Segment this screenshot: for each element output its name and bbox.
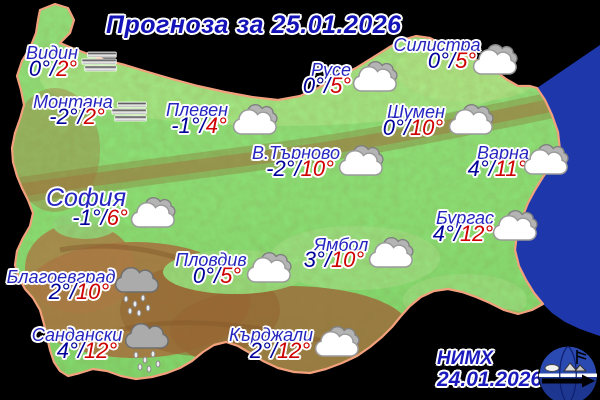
footer: НИМХ 24.01.2026	[437, 349, 542, 390]
city-temperature: 0°/2°	[29, 58, 77, 80]
temp-min: 4°	[432, 221, 454, 246]
temp-max: 5°	[455, 48, 477, 73]
cloudy-icon	[472, 43, 518, 75]
temp-separator: /	[77, 104, 84, 129]
city-label: Силистра	[393, 35, 481, 55]
city-temperature: 3°/10°	[304, 249, 364, 271]
cloudy-icon	[492, 209, 538, 241]
city-label: Видин	[26, 43, 78, 63]
temp-min: -2°	[49, 104, 78, 129]
forecast-title: Прогноза за 25.01.2026	[106, 11, 402, 39]
city-label: Благоевград	[6, 267, 116, 287]
temp-max: 6°	[106, 205, 128, 230]
cloudy-icon	[314, 325, 360, 357]
temp-min: 4°	[56, 338, 78, 363]
temp-separator: /	[448, 48, 456, 73]
fog-icon	[81, 51, 117, 72]
country-border	[10, 2, 562, 381]
temp-separator: /	[294, 156, 301, 181]
city-temperature: 4°/11°	[468, 158, 527, 180]
city-label: Плевен	[165, 100, 229, 120]
temp-min: 0°	[192, 263, 214, 288]
temp-separator: /	[199, 113, 206, 138]
cloudy-icon	[338, 144, 384, 176]
temp-separator: /	[77, 338, 84, 363]
org-name: НИМХ	[437, 348, 493, 369]
temp-max: 4°	[205, 113, 227, 138]
city-temperature: 4°/12°	[433, 223, 493, 245]
city-temperature: 0°/5°	[428, 50, 476, 72]
black-sea	[515, 45, 600, 336]
temp-min: 0°	[382, 115, 404, 140]
issue-date: 24.01.2026	[437, 368, 543, 391]
temp-min: 0°	[302, 73, 324, 98]
city-temperature: 2°/10°	[49, 281, 109, 303]
temp-min: -1°	[72, 205, 101, 230]
temp-max: 12°	[459, 221, 494, 246]
city-label: Шумен	[387, 102, 445, 122]
temp-min: 3°	[303, 247, 325, 272]
city-temperature: -2°/2°	[49, 106, 105, 128]
temp-min: 4°	[467, 156, 489, 181]
temp-separator: /	[403, 115, 410, 140]
cloudy-icon	[368, 236, 414, 268]
temp-max: 5°	[330, 73, 352, 98]
temp-separator: /	[324, 247, 331, 272]
cloudy-icon	[232, 103, 278, 135]
temp-max: 11°	[494, 156, 527, 181]
temp-separator: /	[213, 263, 221, 288]
temp-separator: /	[453, 221, 460, 246]
city-temperature: 4°/12°	[57, 340, 117, 362]
temp-min: -1°	[171, 113, 200, 138]
city-temperature: 0°/10°	[383, 117, 443, 139]
cloudy-icon	[130, 196, 176, 228]
city-label: В.Търново	[251, 143, 341, 163]
temp-separator: /	[323, 73, 331, 98]
city-label: Русе	[310, 60, 352, 80]
temp-min: 2°	[249, 338, 271, 363]
city-label: София	[45, 184, 127, 212]
temp-separator: /	[69, 279, 76, 304]
temp-min: -2°	[266, 156, 295, 181]
city-temperature: -2°/10°	[266, 158, 334, 180]
cloudy-icon	[246, 251, 292, 283]
city-temperature: 2°/12°	[250, 340, 310, 362]
temp-max: 5°	[220, 263, 242, 288]
temp-separator: /	[488, 156, 495, 181]
city-temperature: 0°/5°	[303, 75, 351, 97]
temp-separator: /	[100, 205, 107, 230]
city-temperature: -1°/6°	[72, 207, 128, 229]
temp-max: 2°	[56, 56, 78, 81]
city-label: Пловдив	[175, 250, 247, 270]
city-label: Варна	[477, 143, 529, 163]
city-temperature: 0°/5°	[193, 265, 241, 287]
temp-max: 2°	[83, 104, 105, 129]
cloudy-icon	[352, 60, 398, 92]
temp-min: 2°	[48, 279, 70, 304]
city-label: Сандански	[31, 325, 123, 345]
rain-icon	[124, 323, 169, 373]
city-label: Бургас	[435, 208, 495, 228]
city-temperature: -1°/4°	[171, 115, 227, 137]
city-label: Ямбол	[313, 235, 369, 255]
fog-icon	[111, 101, 147, 122]
temp-max: 12°	[83, 338, 118, 363]
cloudy-icon	[448, 103, 494, 135]
temp-max: 10°	[75, 279, 110, 304]
nimh-logo-icon	[538, 345, 598, 400]
temp-min: 0°	[427, 48, 449, 73]
city-label: Кърджали	[228, 325, 314, 345]
temp-separator: /	[270, 338, 277, 363]
temp-max: 10°	[330, 247, 365, 272]
city-label: Монтана	[33, 92, 113, 112]
rain-icon	[114, 267, 159, 317]
temp-max: 12°	[276, 338, 311, 363]
temp-max: 10°	[409, 115, 444, 140]
temp-separator: /	[49, 56, 57, 81]
cloudy-icon	[523, 143, 569, 175]
temp-max: 10°	[300, 156, 334, 181]
temp-min: 0°	[28, 56, 50, 81]
